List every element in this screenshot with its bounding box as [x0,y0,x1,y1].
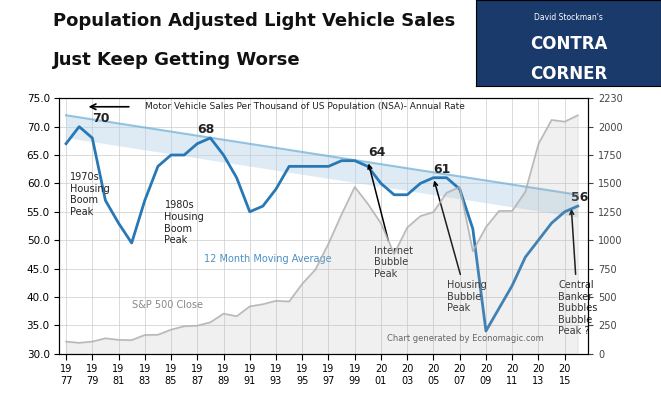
Text: 1980s
Housing
Boom
Peak: 1980s Housing Boom Peak [165,200,204,245]
Text: 12 Month Moving Average: 12 Month Moving Average [204,254,331,264]
Text: Population Adjusted Light Vehicle Sales: Population Adjusted Light Vehicle Sales [53,12,455,30]
Text: David Stockman's: David Stockman's [534,13,603,22]
Text: CORNER: CORNER [530,65,607,83]
Text: Internet
Bubble
Peak: Internet Bubble Peak [368,165,413,279]
Polygon shape [66,115,578,217]
Text: Motor Vehicle Sales Per Thousand of US Population (NSA)- Annual Rate: Motor Vehicle Sales Per Thousand of US P… [145,102,465,111]
Text: Chart generated by Economagic.com: Chart generated by Economagic.com [387,334,544,343]
Text: 70: 70 [93,112,110,125]
Text: 56: 56 [571,191,588,204]
Text: 1970s
Housing
Boom
Peak: 1970s Housing Boom Peak [70,172,110,217]
Text: 68: 68 [197,123,215,136]
Text: Housing
Bubble
Peak: Housing Bubble Peak [434,182,486,313]
Text: Central
Banker
Bubbles
Bubble
Peak ?: Central Banker Bubbles Bubble Peak ? [558,211,598,336]
Text: Just Keep Getting Worse: Just Keep Getting Worse [53,51,301,69]
Text: 61: 61 [434,163,451,176]
Text: S&P 500 Close: S&P 500 Close [132,300,203,310]
Text: 64: 64 [368,146,385,159]
Text: CONTRA: CONTRA [529,35,607,53]
